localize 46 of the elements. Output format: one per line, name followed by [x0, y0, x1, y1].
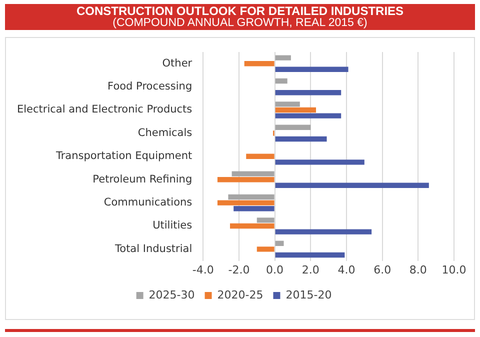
bar: [275, 90, 342, 96]
bar: [246, 154, 274, 160]
legend-label: 2020-25: [217, 288, 264, 302]
bar: [275, 252, 345, 258]
bar: [275, 229, 372, 234]
y-tick-label: Communications: [104, 196, 192, 209]
x-tick-label: 0.0: [266, 263, 284, 276]
bar: [256, 246, 274, 252]
y-tick-label: Transportation Equipment: [54, 150, 192, 162]
x-tick-label: -4.0: [192, 263, 214, 276]
bar: [275, 240, 284, 246]
y-tick-label: Petroleum Refining: [92, 173, 192, 186]
y-tick-label: Utilities: [152, 220, 192, 232]
x-tick-label: 4.0: [338, 263, 356, 276]
bar: [230, 223, 274, 229]
x-tick-label: -2.0: [228, 263, 250, 276]
bar: [275, 78, 288, 84]
bar: [234, 206, 274, 212]
x-tick-label: 6.0: [374, 263, 392, 276]
bar: [275, 124, 311, 130]
y-tick-label: Total Industrial: [114, 242, 192, 255]
bar: [256, 218, 274, 223]
legend-label: 2025-30: [148, 288, 195, 302]
bar: [217, 176, 274, 182]
bar: [244, 60, 274, 66]
chart-subtitle: (COMPOUND ANNUAL GROWTH, REAL 2015 €): [112, 17, 368, 29]
x-tick-label: 10.0: [442, 263, 466, 276]
bar: [275, 55, 291, 60]
bar: [217, 200, 274, 206]
x-tick-label: 2.0: [302, 263, 320, 276]
bar: [275, 136, 327, 142]
bar: [228, 194, 274, 200]
x-tick-label: 8.0: [409, 263, 427, 276]
chart-title: CONSTRUCTION OUTLOOK FOR DETAILED INDUSTRIES: [75, 4, 405, 18]
bar: [275, 160, 364, 165]
bar: [232, 171, 274, 176]
bar: [275, 182, 429, 188]
bar: [275, 107, 316, 113]
y-tick-label: Electrical and Electronic Products: [16, 104, 192, 116]
y-tick-label: Other: [162, 57, 193, 70]
bar: [275, 113, 342, 118]
legend-label: 2015-20: [286, 288, 332, 302]
y-tick-label: Chemicals: [138, 126, 192, 139]
bar: [275, 102, 300, 107]
y-tick-label: Food Processing: [108, 80, 192, 93]
bar: [275, 66, 348, 72]
